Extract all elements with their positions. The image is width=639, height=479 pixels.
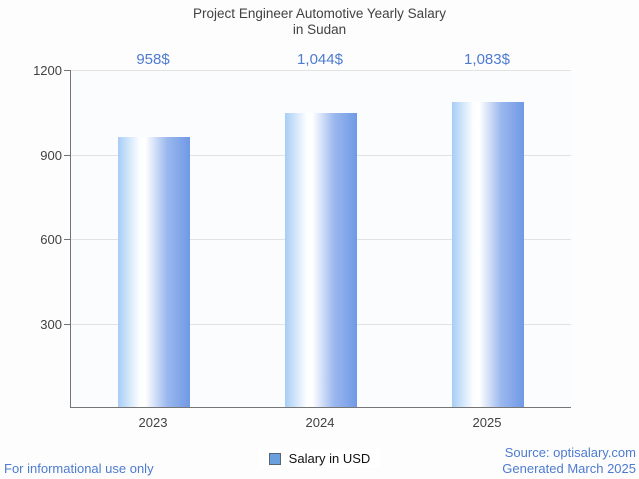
y-axis-label-900: 900 <box>40 148 62 163</box>
y-axis-label-1200: 1200 <box>33 63 62 78</box>
y-tick-600 <box>64 239 70 240</box>
value-label-2025: 1,083$ <box>464 51 510 68</box>
generated-date: Generated March 2025 <box>502 460 636 476</box>
chart-title: Project Engineer Automotive Yearly Salar… <box>0 6 639 37</box>
x-axis-label-2024: 2024 <box>305 415 335 430</box>
disclaimer-text: For informational use only <box>4 461 154 476</box>
y-tick-300 <box>64 324 70 325</box>
y-axis-label-600: 600 <box>40 232 62 247</box>
y-axis-label-300: 300 <box>40 317 62 332</box>
x-axis-label-2025: 2025 <box>472 415 502 430</box>
y-tick-900 <box>64 155 70 156</box>
x-axis-label-2023: 2023 <box>138 415 168 430</box>
value-label-2024: 1,044$ <box>297 51 343 68</box>
y-tick-1200 <box>64 70 70 71</box>
legend-swatch-icon <box>268 452 281 465</box>
gridline-1200 <box>71 70 571 71</box>
bar-2024[interactable] <box>285 113 357 407</box>
value-label-2023: 958$ <box>136 51 170 68</box>
chart-legend: Salary in USD <box>0 449 639 468</box>
source-link[interactable]: Source: optisalary.com <box>504 445 636 460</box>
legend-label: Salary in USD <box>288 451 371 466</box>
attribution-block: Source: optisalary.com Generated March 2… <box>502 445 636 476</box>
chart-title-line1: Project Engineer Automotive Yearly Salar… <box>193 6 446 21</box>
plot-area <box>70 70 571 408</box>
bar-2025[interactable] <box>452 102 524 407</box>
chart-title-line2: in Sudan <box>292 21 347 37</box>
bar-2023[interactable] <box>118 137 190 407</box>
legend-item-salary: Salary in USD <box>258 449 381 468</box>
